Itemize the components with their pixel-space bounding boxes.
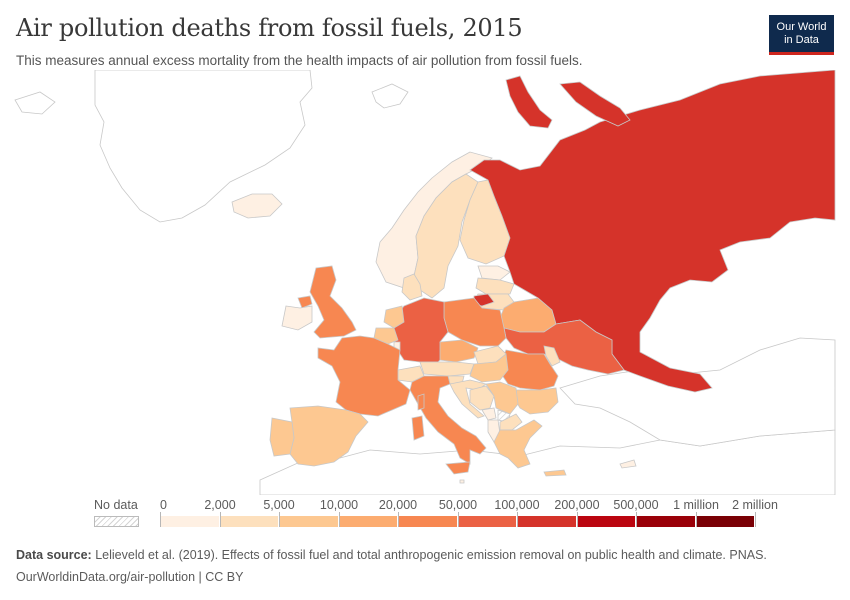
legend-bin-2[interactable] <box>219 516 279 527</box>
legend-bin-10[interactable] <box>695 516 755 527</box>
sardinia-shape <box>411 415 425 441</box>
latvia-shape <box>475 277 515 295</box>
legend-bin-9[interactable] <box>636 516 696 527</box>
legend-tick-label: 2,000 <box>204 498 236 512</box>
legend-tick-mark <box>458 512 459 527</box>
hungary-shape <box>469 353 509 383</box>
legend-tick-mark <box>636 512 637 527</box>
montenegro-shape <box>481 407 497 421</box>
czechia-shape <box>439 339 479 363</box>
logo-line-2: in Data <box>784 33 819 46</box>
austria-shape <box>419 361 475 377</box>
legend-tick-mark <box>160 512 161 527</box>
crete-shape <box>543 469 567 477</box>
legend-tick-label: 20,000 <box>378 498 418 512</box>
legend-tick-label: 1 million <box>673 498 719 512</box>
legend-tick-label: 100,000 <box>494 498 540 512</box>
legend-tick-mark <box>339 512 340 527</box>
owid-logo[interactable]: Our World in Data <box>769 15 834 55</box>
legend-tick-label: 10,000 <box>319 498 359 512</box>
serbia-shape <box>485 381 519 415</box>
legend-bin-6[interactable] <box>457 516 517 527</box>
chart-title: Air pollution deaths from fossil fuels, … <box>16 14 523 42</box>
legend-tick-mark <box>755 512 756 527</box>
moldova-shape <box>543 345 561 367</box>
legend-tick-mark <box>220 512 221 527</box>
russia-arctic-island-shape <box>559 81 631 127</box>
iceland-shape <box>231 193 283 219</box>
chart-subtitle: This measures annual excess mortality fr… <box>16 53 583 68</box>
legend-bin-7[interactable] <box>517 516 577 527</box>
legend-tick-label: 5,000 <box>263 498 295 512</box>
svalbard-shape <box>371 83 409 109</box>
russia-shape <box>469 70 836 393</box>
greece-shape <box>493 419 543 469</box>
legend-bin-4[interactable] <box>338 516 398 527</box>
northern-ireland-shape <box>297 295 313 309</box>
netherlands-shape <box>383 305 405 329</box>
malta-shape <box>459 479 465 484</box>
legend-tick-mark <box>577 512 578 527</box>
denmark-shape <box>401 273 423 301</box>
italy-shape <box>409 375 487 465</box>
novaya-zemlya-shape <box>505 75 553 129</box>
bulgaria-shape <box>513 387 559 415</box>
legend-bin-3[interactable] <box>279 516 339 527</box>
source-url[interactable]: OurWorldinData.org/air-pollution | CC BY <box>16 570 244 584</box>
portugal-shape <box>269 417 295 457</box>
legend-tick-label: 2 million <box>732 498 778 512</box>
data-source: Data source: Lelieveld et al. (2019). Ef… <box>16 548 767 562</box>
legend-tick-mark <box>517 512 518 527</box>
estonia-shape <box>477 265 511 281</box>
north-macedonia-shape <box>499 413 523 431</box>
arctic-island-shape <box>14 91 56 115</box>
legend-tick-label: 50,000 <box>438 498 478 512</box>
greenland-shape <box>94 70 313 223</box>
color-legend: 0 2,000 5,000 10,000 20,000 50,000 100,0… <box>160 498 778 534</box>
europe-map <box>14 70 836 495</box>
data-source-text[interactable]: Lelieveld et al. (2019). Effects of foss… <box>95 548 767 562</box>
cyprus-shape <box>619 459 637 469</box>
legend-tick-mark <box>696 512 697 527</box>
uk-shape <box>309 265 357 339</box>
legend-no-data-label: No data <box>94 498 138 512</box>
sicily-shape <box>445 461 471 475</box>
legend-tick-label: 200,000 <box>554 498 600 512</box>
sweden-shape <box>413 173 479 299</box>
bosnia-shape <box>469 385 495 411</box>
legend-tick-mark <box>279 512 280 527</box>
legend-tick-label: 500,000 <box>613 498 659 512</box>
belgium-shape <box>373 327 399 345</box>
legend-no-data-swatch[interactable] <box>94 516 139 527</box>
corsica-shape <box>417 393 425 411</box>
ireland-shape <box>281 305 313 331</box>
legend-bin-8[interactable] <box>576 516 636 527</box>
ukraine-shape <box>503 319 625 375</box>
data-source-label: Data source: <box>16 548 92 562</box>
france-shape <box>317 335 411 417</box>
legend-bin-1[interactable] <box>160 516 220 527</box>
legend-bin-5[interactable] <box>398 516 458 527</box>
logo-line-1: Our World <box>776 20 827 33</box>
legend-tick-mark <box>398 512 399 527</box>
north-africa-shape <box>259 429 836 495</box>
legend-tick-label: 0 <box>160 498 167 512</box>
